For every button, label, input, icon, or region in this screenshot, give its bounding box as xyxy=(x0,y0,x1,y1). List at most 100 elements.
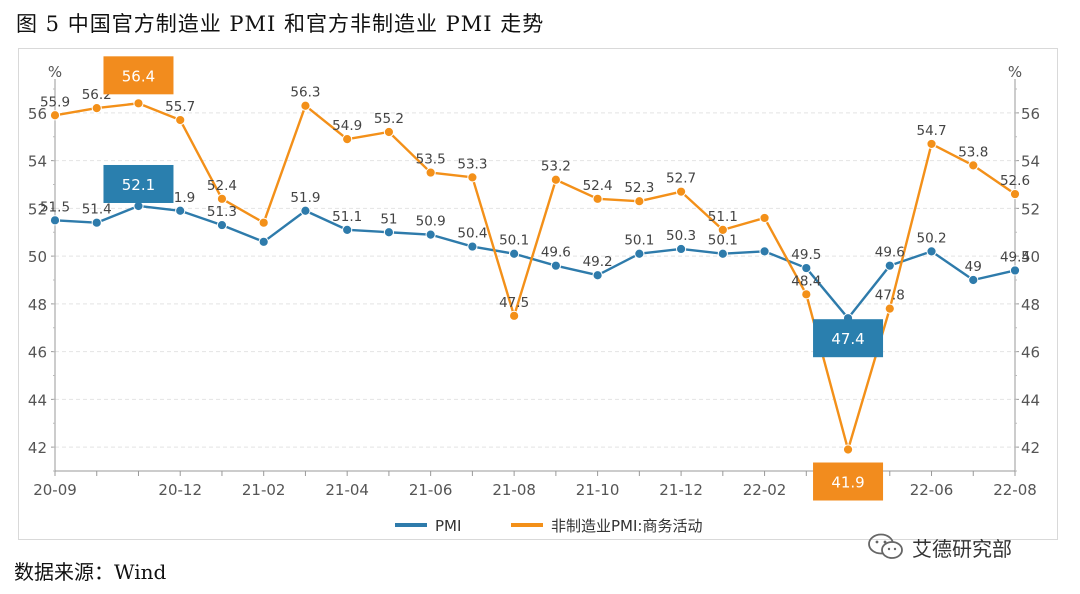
x-tick-label: 21-10 xyxy=(576,481,620,499)
y-tick-label-left: 52 xyxy=(28,200,47,218)
data-label-pmi: 50.9 xyxy=(416,214,446,230)
data-point-non_mfg xyxy=(509,310,520,321)
data-label-pmi: 50.2 xyxy=(916,230,946,246)
series-line-non_mfg xyxy=(54,102,1016,451)
data-label-pmi: 49.2 xyxy=(583,254,613,270)
data-point-pmi xyxy=(592,270,603,281)
data-point-non_mfg xyxy=(91,103,102,114)
data-label-pmi: 51.1 xyxy=(332,209,362,225)
callout-box xyxy=(813,462,884,501)
callout-box xyxy=(103,164,174,203)
data-point-non_mfg xyxy=(842,444,854,455)
y-tick-label-right: 50 xyxy=(1021,248,1040,266)
chart-frame: 42 42 44 44 46 46 48 48 50 50 52 52 54 54 56 56%% 20-09 2… xyxy=(18,48,1058,540)
data-point-pmi xyxy=(801,262,812,274)
y-tick-label-left: 48 xyxy=(28,296,47,314)
data-point-non_mfg xyxy=(717,224,728,235)
x-tick-label: 21-12 xyxy=(659,481,703,499)
data-label-non_mfg: 47.5 xyxy=(499,295,529,311)
data-point-non_mfg xyxy=(801,289,812,300)
callout-non_mfg: 56.4 xyxy=(103,56,174,95)
data-label-pmi: 51.9 xyxy=(290,190,320,206)
data-point-pmi xyxy=(258,236,269,247)
data-label-non_mfg: 51.1 xyxy=(708,209,738,225)
data-label-non_mfg: 55.9 xyxy=(40,94,70,110)
figure-title: 图 5 中国官方制造业 PMI 和官方非制造业 PMI 走势 xyxy=(16,12,545,36)
callout-label: 56.4 xyxy=(122,67,155,85)
data-point-non_mfg xyxy=(926,138,937,150)
data-point-non_mfg xyxy=(425,167,436,178)
pmi-line-chart: 42 42 44 44 46 46 48 48 50 50 52 52 54 54 56 56% % 20-09 2… xyxy=(28,56,1040,535)
data-point-pmi xyxy=(175,205,186,216)
callout-box xyxy=(103,56,174,95)
data-point-pmi xyxy=(675,243,687,255)
data-point-pmi xyxy=(300,205,311,216)
data-label-pmi: 49.4 xyxy=(1000,249,1030,265)
callout-label: 52.1 xyxy=(122,176,155,194)
data-point-non_mfg xyxy=(383,126,395,138)
data-label-non_mfg: 54.7 xyxy=(916,123,946,139)
data-source-note: 数据来源：Wind xyxy=(14,560,167,584)
data-point-non_mfg xyxy=(759,212,770,224)
x-tick-label: 22-06 xyxy=(910,481,954,499)
data-point-pmi xyxy=(550,260,561,271)
data-label-non_mfg: 56.3 xyxy=(290,85,320,101)
data-point-non_mfg xyxy=(592,193,603,204)
data-point-non_mfg xyxy=(1009,188,1021,200)
data-point-pmi xyxy=(91,217,102,228)
legend-label-non_mfg: 非制造业PMI:商务活动 xyxy=(551,517,702,535)
data-label-pmi: 50.1 xyxy=(499,233,529,249)
data-point-non_mfg xyxy=(300,100,311,111)
data-label-pmi: 51.3 xyxy=(207,204,237,220)
data-point-non_mfg xyxy=(968,160,979,171)
data-point-pmi xyxy=(467,241,478,252)
data-label-non_mfg: 52.7 xyxy=(666,171,696,187)
watermark-text: 艾德研究部 xyxy=(912,536,1012,561)
data-point-pmi xyxy=(49,215,61,226)
data-label-non_mfg: 52.3 xyxy=(624,180,654,196)
data-point-pmi xyxy=(968,274,979,286)
x-tick-label: 22-08 xyxy=(993,481,1037,499)
data-label-pmi: 51 xyxy=(380,211,397,227)
x-tick-label: 22-02 xyxy=(743,481,787,499)
callout-box xyxy=(813,319,884,358)
callout-non_mfg: 41.9 xyxy=(813,462,884,501)
legend: PMI 非制造业PMI:商务活动 xyxy=(395,517,702,535)
legend-label-pmi: PMI xyxy=(435,517,461,535)
x-tick-label: 20-12 xyxy=(158,481,202,499)
y-tick-label-right: 48 xyxy=(1021,296,1040,314)
y-tick-label-left: 42 xyxy=(28,439,47,457)
data-label-non_mfg: 52.4 xyxy=(207,178,237,194)
data-point-non_mfg xyxy=(675,186,687,197)
data-label-non_mfg: 52.4 xyxy=(583,178,613,194)
callout-label: 47.4 xyxy=(831,330,864,348)
y-unit-right: % xyxy=(1008,63,1022,81)
x-tick-label: 20-09 xyxy=(33,481,77,499)
data-label-pmi: 50.1 xyxy=(624,233,654,249)
x-tick-label: 21-04 xyxy=(325,481,369,499)
y-tick-label-right: 56 xyxy=(1021,105,1040,123)
data-point-pmi xyxy=(383,227,395,238)
data-point-pmi xyxy=(634,248,645,259)
data-point-pmi xyxy=(759,246,770,257)
data-label-pmi: 49 xyxy=(965,259,982,275)
data-point-pmi xyxy=(884,260,895,271)
y-tick-label-left: 56 xyxy=(28,105,47,123)
data-point-non_mfg xyxy=(216,193,228,204)
x-tick-label: 21-06 xyxy=(409,481,453,499)
data-label-pmi: 50.1 xyxy=(708,233,738,249)
gridlines xyxy=(55,112,1015,448)
y-tick-label-left: 46 xyxy=(28,344,47,362)
data-point-non_mfg xyxy=(258,217,269,228)
data-label-non_mfg: 54.9 xyxy=(332,118,362,134)
data-label-non_mfg: 53.3 xyxy=(457,156,487,172)
data-label-pmi: 49.6 xyxy=(541,245,571,261)
data-point-non_mfg xyxy=(133,98,144,109)
y-tick-label-left: 54 xyxy=(28,153,47,171)
x-tick-label: 21-02 xyxy=(242,481,286,499)
data-point-non_mfg xyxy=(884,303,895,314)
y-tick-label-right: 46 xyxy=(1021,344,1040,362)
callout-pmi: 52.1 xyxy=(103,164,174,203)
data-point-pmi xyxy=(1009,265,1021,276)
data-label-non_mfg: 48.4 xyxy=(791,273,821,289)
